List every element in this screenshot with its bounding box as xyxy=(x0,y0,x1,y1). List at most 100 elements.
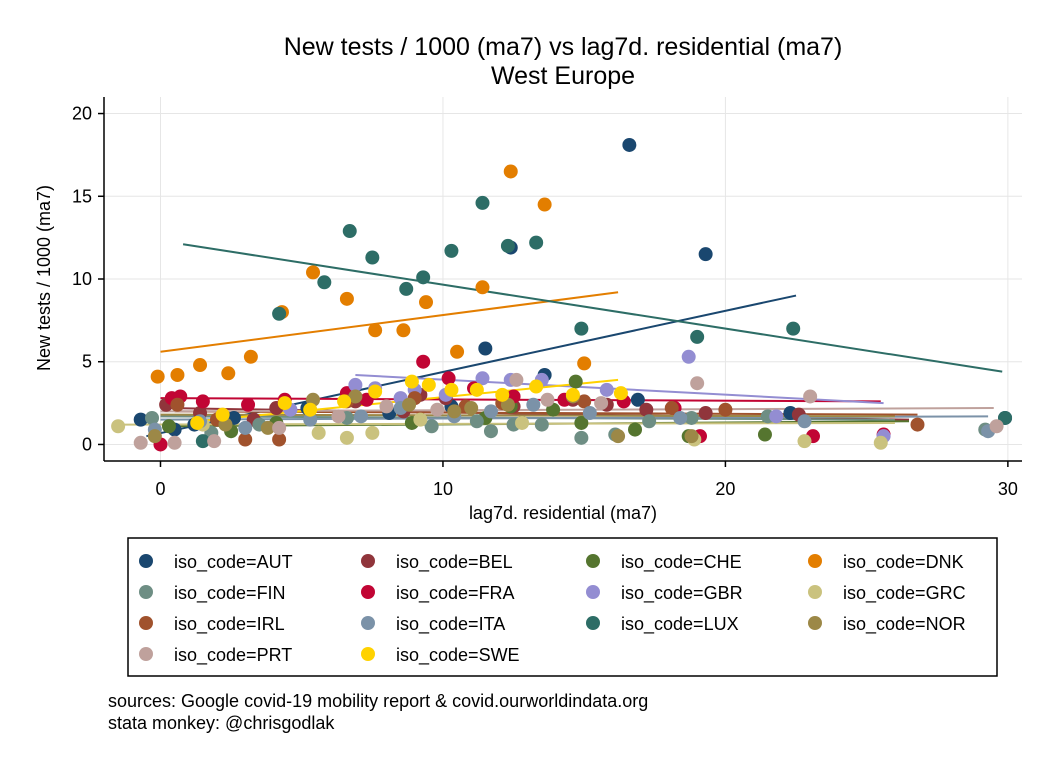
data-point xyxy=(193,358,208,373)
legend-label: iso_code=PRT xyxy=(174,645,292,666)
data-point xyxy=(150,369,165,384)
data-point xyxy=(509,372,524,387)
data-point xyxy=(133,412,148,427)
data-point xyxy=(167,435,182,450)
legend-label: iso_code=FIN xyxy=(174,583,286,604)
data-point xyxy=(483,404,498,419)
data-point xyxy=(444,382,459,397)
data-point xyxy=(681,349,696,364)
data-point xyxy=(639,402,654,417)
legend-marker xyxy=(139,616,153,630)
data-point xyxy=(215,407,230,422)
legend: iso_code=AUT iso_code=BEL iso_code=CHE iso_… xyxy=(127,537,998,677)
plot-area: 0 10 20 30 0 5 10 15 20 xyxy=(72,97,1022,499)
data-point xyxy=(565,387,580,402)
chart-subtitle: West Europe xyxy=(491,62,635,90)
data-point xyxy=(413,412,428,427)
data-point xyxy=(195,434,210,449)
data-point xyxy=(698,406,713,421)
legend-marker xyxy=(808,585,822,599)
data-point xyxy=(537,197,552,212)
data-point xyxy=(989,419,1004,434)
data-point xyxy=(718,402,733,417)
data-point xyxy=(469,414,484,429)
data-point xyxy=(365,250,380,265)
legend-marker xyxy=(361,647,375,661)
data-point xyxy=(365,425,380,440)
data-point xyxy=(464,401,479,416)
data-point xyxy=(339,430,354,445)
data-point xyxy=(475,195,490,210)
data-point xyxy=(690,376,705,391)
data-point xyxy=(331,409,346,424)
data-point xyxy=(161,419,176,434)
legend-label: iso_code=BEL xyxy=(396,552,513,573)
data-point xyxy=(690,329,705,344)
x-axis-title: lag7d. residential (ma7) xyxy=(469,503,657,523)
legend-label: iso_code=FRA xyxy=(396,583,515,604)
data-point xyxy=(342,224,357,239)
data-point xyxy=(673,410,688,425)
data-point xyxy=(170,397,185,412)
data-point xyxy=(145,410,160,425)
data-point xyxy=(698,247,713,262)
data-point xyxy=(241,397,256,412)
data-point xyxy=(170,367,185,382)
data-point xyxy=(404,374,419,389)
data-point xyxy=(419,295,434,310)
chart-title: New tests / 1000 (ma7) vs lag7d. residen… xyxy=(284,33,843,61)
data-point xyxy=(910,417,925,432)
legend-marker xyxy=(139,647,153,661)
data-point xyxy=(515,415,530,430)
data-point xyxy=(599,382,614,397)
data-point xyxy=(430,402,445,417)
legend-label: iso_code=DNK xyxy=(843,552,964,573)
data-point xyxy=(111,419,126,434)
author-note: stata monkey: @chrisgodlak xyxy=(108,713,335,733)
data-point xyxy=(611,429,626,444)
data-point xyxy=(450,344,465,359)
data-point xyxy=(303,412,318,427)
data-point xyxy=(416,270,431,285)
legend-marker xyxy=(139,585,153,599)
x-tick-label: 30 xyxy=(998,479,1018,499)
data-point xyxy=(622,137,637,152)
data-point xyxy=(272,420,287,435)
data-point xyxy=(577,394,592,409)
legend-marker xyxy=(808,616,822,630)
data-point xyxy=(396,323,411,338)
data-point xyxy=(684,410,699,425)
legend-label: iso_code=CHE xyxy=(621,552,742,573)
data-point xyxy=(311,425,326,440)
fit-line xyxy=(182,243,1003,373)
legend-marker xyxy=(361,616,375,630)
data-point xyxy=(272,306,287,321)
data-point xyxy=(873,435,888,450)
data-point xyxy=(526,397,541,412)
legend-label: iso_code=GBR xyxy=(621,583,743,604)
data-point xyxy=(529,379,544,394)
data-point xyxy=(500,238,515,253)
data-point xyxy=(582,406,597,421)
legend-box xyxy=(127,537,998,677)
x-tick-label: 0 xyxy=(155,479,165,499)
data-point xyxy=(368,323,383,338)
data-point xyxy=(348,389,363,404)
axes: 0 10 20 30 0 5 10 15 20 xyxy=(72,97,1022,499)
data-point xyxy=(574,321,589,336)
y-tick-label: 20 xyxy=(72,104,92,124)
data-point xyxy=(368,384,383,399)
x-tick-label: 20 xyxy=(715,479,735,499)
data-point xyxy=(421,377,436,392)
data-point xyxy=(243,349,258,364)
data-point xyxy=(577,356,592,371)
data-point xyxy=(221,366,236,381)
data-point xyxy=(574,430,589,445)
data-point xyxy=(444,243,459,258)
data-point xyxy=(495,387,510,402)
data-point xyxy=(574,415,589,430)
data-point xyxy=(260,420,275,435)
legend-marker xyxy=(361,554,375,568)
data-point xyxy=(402,397,417,412)
